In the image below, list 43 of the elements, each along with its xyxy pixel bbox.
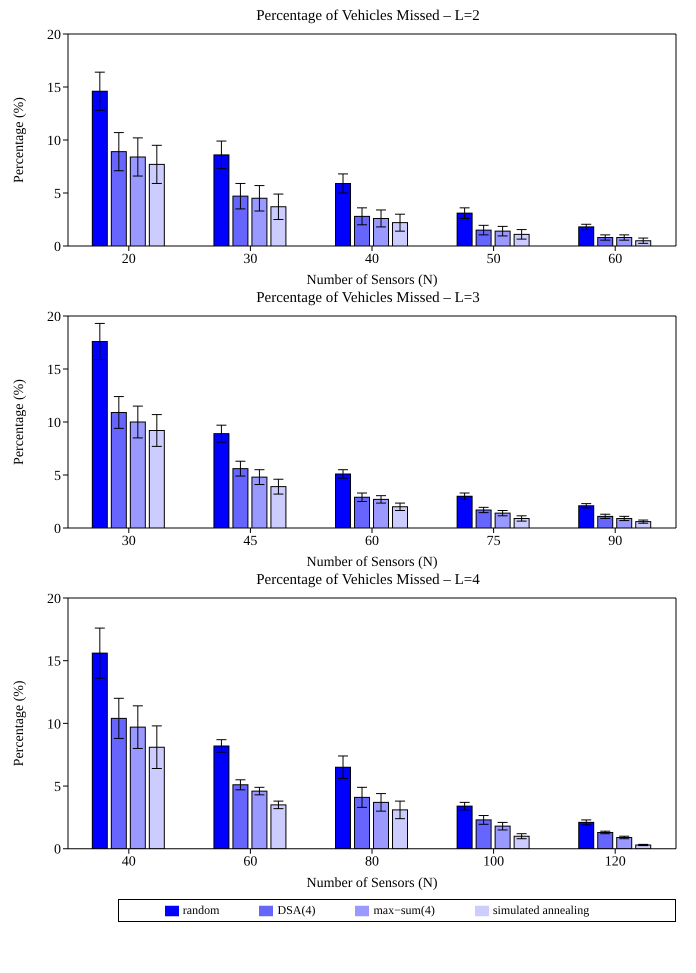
y-tick-label: 20 [47,28,61,43]
legend-label: simulated annealing [492,902,590,917]
y-tick-label: 0 [54,522,61,537]
x-tick-label: 60 [365,534,379,549]
y-axis-title: Percentage (%) [12,96,27,183]
x-tick-label: 120 [604,854,626,870]
legend-label: max−sum(4) [373,902,435,917]
y-tick-label: 0 [54,842,61,858]
x-tick-label: 20 [122,252,136,267]
x-tick-label: 90 [608,534,622,549]
y-axis-title: Percentage (%) [12,378,27,465]
y-tick-label: 10 [47,134,61,149]
x-axis-title: Number of Sensors (N) [306,273,438,288]
x-tick-label: 40 [365,252,379,267]
x-axis-title: Number of Sensors (N) [306,555,438,570]
y-axis-title: Percentage (%) [12,680,27,766]
x-tick-label: 40 [122,854,136,870]
x-tick-label: 30 [122,534,136,549]
y-tick-label: 5 [54,186,61,202]
y-tick-label: 15 [47,80,61,96]
y-tick-label: 5 [54,468,61,484]
y-tick-label: 15 [47,654,61,670]
legend-label: DSA(4) [277,902,316,917]
y-tick-label: 20 [47,310,61,325]
x-tick-label: 30 [243,252,258,267]
x-tick-label: 60 [608,252,622,267]
x-tick-label: 50 [486,252,501,267]
chart-title: Percentage of Vehicles Missed – L=2 [255,8,481,26]
x-tick-label: 80 [365,854,379,870]
legend-label: random [182,902,220,917]
x-tick-label: 45 [243,534,258,549]
y-tick-label: 0 [54,240,61,255]
y-tick-label: 20 [47,592,61,607]
x-tick-label: 60 [243,854,258,870]
x-axis-title: Number of Sensors (N) [306,876,438,891]
y-tick-label: 15 [47,362,61,378]
chart-title: Percentage of Vehicles Missed – L=4 [255,572,481,590]
y-tick-label: 5 [54,780,61,796]
x-tick-label: 100 [483,854,504,870]
y-tick-label: 10 [47,717,61,732]
x-tick-label: 75 [486,534,501,549]
chart-title: Percentage of Vehicles Missed – L=3 [255,290,481,308]
y-tick-label: 10 [47,416,61,431]
